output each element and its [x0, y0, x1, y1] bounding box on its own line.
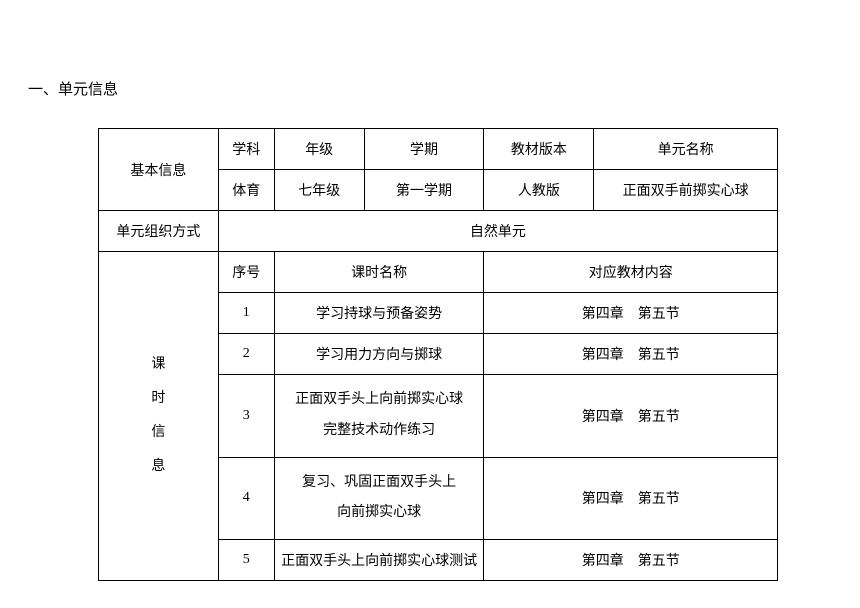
header-textbook-version: 教材版本: [484, 129, 594, 170]
lesson-textbook-content: 第四章 第五节: [484, 293, 778, 334]
lesson-seq: 2: [218, 334, 274, 375]
lesson-label-char: 信: [103, 419, 214, 447]
lesson-seq: 4: [218, 457, 274, 540]
unit-info-table: 基本信息 学科 年级 学期 教材版本 单元名称 体育 七年级 第一学期 人教版 …: [98, 128, 778, 581]
table-row: 单元组织方式 自然单元: [99, 211, 778, 252]
unit-info-table-container: 基本信息 学科 年级 学期 教材版本 单元名称 体育 七年级 第一学期 人教版 …: [98, 128, 778, 581]
lesson-name-line: 完整技术动作练习: [279, 416, 480, 447]
lesson-name-line: 正面双手头上向前掷实心球: [279, 385, 480, 416]
lesson-info-label: 课 时 信 息: [99, 252, 219, 581]
value-grade: 七年级: [274, 170, 364, 211]
header-textbook-content: 对应教材内容: [484, 252, 778, 293]
lesson-textbook-content: 第四章 第五节: [484, 375, 778, 458]
unit-org-label: 单元组织方式: [99, 211, 219, 252]
header-semester: 学期: [364, 129, 484, 170]
lesson-textbook-content: 第四章 第五节: [484, 540, 778, 581]
value-unit-name: 正面双手前掷实心球: [594, 170, 778, 211]
value-subject: 体育: [218, 170, 274, 211]
header-grade: 年级: [274, 129, 364, 170]
lesson-label-char: 息: [103, 453, 214, 481]
table-row: 基本信息 学科 年级 学期 教材版本 单元名称: [99, 129, 778, 170]
lesson-textbook-content: 第四章 第五节: [484, 457, 778, 540]
value-semester: 第一学期: [364, 170, 484, 211]
table-row: 课 时 信 息 序号 课时名称 对应教材内容: [99, 252, 778, 293]
lesson-name: 正面双手头上向前掷实心球 完整技术动作练习: [274, 375, 484, 458]
lesson-name: 复习、巩固正面双手头上 向前掷实心球: [274, 457, 484, 540]
lesson-name: 正面双手头上向前掷实心球测试: [274, 540, 484, 581]
lesson-name: 学习持球与预备姿势: [274, 293, 484, 334]
header-subject: 学科: [218, 129, 274, 170]
lesson-name: 学习用力方向与掷球: [274, 334, 484, 375]
lesson-label-char: 课: [103, 351, 214, 379]
lesson-seq: 3: [218, 375, 274, 458]
basic-info-label: 基本信息: [99, 129, 219, 211]
lesson-seq: 1: [218, 293, 274, 334]
value-textbook-version: 人教版: [484, 170, 594, 211]
lesson-name-line: 向前掷实心球: [279, 498, 480, 529]
header-unit-name: 单元名称: [594, 129, 778, 170]
lesson-seq: 5: [218, 540, 274, 581]
lesson-textbook-content: 第四章 第五节: [484, 334, 778, 375]
lesson-name-line: 复习、巩固正面双手头上: [279, 468, 480, 499]
header-seq: 序号: [218, 252, 274, 293]
section-heading: 一、单元信息: [28, 78, 118, 99]
header-lesson-name: 课时名称: [274, 252, 484, 293]
unit-org-value: 自然单元: [218, 211, 777, 252]
lesson-label-char: 时: [103, 385, 214, 413]
